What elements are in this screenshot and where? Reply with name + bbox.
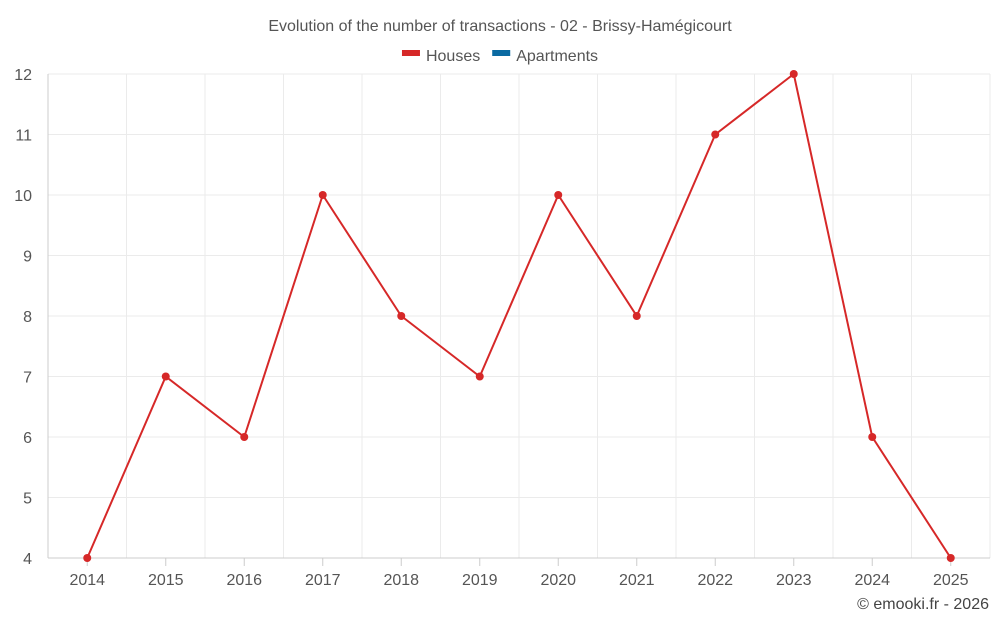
data-point-houses[interactable]	[240, 433, 249, 441]
x-tick-label: 2016	[226, 572, 262, 589]
data-point-houses[interactable]	[554, 191, 563, 199]
y-tick-label: 8	[23, 309, 32, 326]
x-tick-label: 2015	[148, 572, 184, 589]
legend-item-houses[interactable]: Houses	[401, 48, 480, 65]
x-tick-label: 2023	[776, 572, 812, 589]
x-tick-label: 2019	[462, 572, 498, 589]
legend-item-apartments[interactable]: Apartments	[492, 48, 598, 65]
x-tick-label: 2022	[697, 572, 733, 589]
x-tick-label: 2024	[854, 572, 890, 589]
data-point-houses[interactable]	[632, 312, 641, 320]
y-axis: 4 5 6 7 8 9 10 11 12	[14, 67, 49, 568]
series-line-houses	[86, 73, 952, 559]
credit-text: © emooki.fr - 2026	[857, 596, 989, 613]
x-tick-label: 2018	[383, 572, 419, 589]
data-point-houses[interactable]	[318, 191, 327, 199]
y-tick-label: 6	[23, 430, 32, 447]
x-axis: 2014 2015 2016 2017 2018 2019 2020 2021 2022 2023…	[48, 557, 990, 589]
data-point-houses[interactable]	[946, 554, 955, 562]
legend: Houses Apartments	[401, 48, 598, 65]
data-point-houses[interactable]	[475, 372, 484, 381]
y-tick-label: 12	[14, 67, 32, 84]
y-tick-label: 10	[14, 188, 32, 205]
x-tick-label: 2014	[69, 572, 105, 589]
data-point-houses[interactable]	[711, 130, 720, 139]
x-tick-label: 2021	[619, 572, 655, 589]
legend-label: Apartments	[516, 48, 598, 65]
y-tick-label: 7	[23, 370, 32, 387]
data-point-houses[interactable]	[789, 70, 798, 78]
legend-swatch	[401, 50, 420, 56]
x-tick-label: 2017	[305, 572, 341, 589]
x-tick-label: 2025	[933, 572, 969, 589]
legend-label: Houses	[426, 48, 480, 65]
data-point-houses[interactable]	[161, 372, 170, 381]
data-point-houses[interactable]	[868, 433, 877, 441]
data-point-houses[interactable]	[397, 312, 406, 320]
legend-swatch	[492, 50, 511, 56]
grid	[47, 73, 991, 558]
chart-title: Evolution of the number of transactions …	[268, 18, 732, 35]
y-tick-label: 4	[23, 551, 32, 568]
data-point-houses[interactable]	[83, 554, 92, 562]
y-tick-label: 11	[15, 128, 32, 145]
series-layer	[83, 70, 955, 562]
y-tick-label: 5	[23, 491, 32, 508]
x-tick-label: 2020	[540, 572, 576, 589]
y-tick-label: 9	[23, 249, 32, 266]
